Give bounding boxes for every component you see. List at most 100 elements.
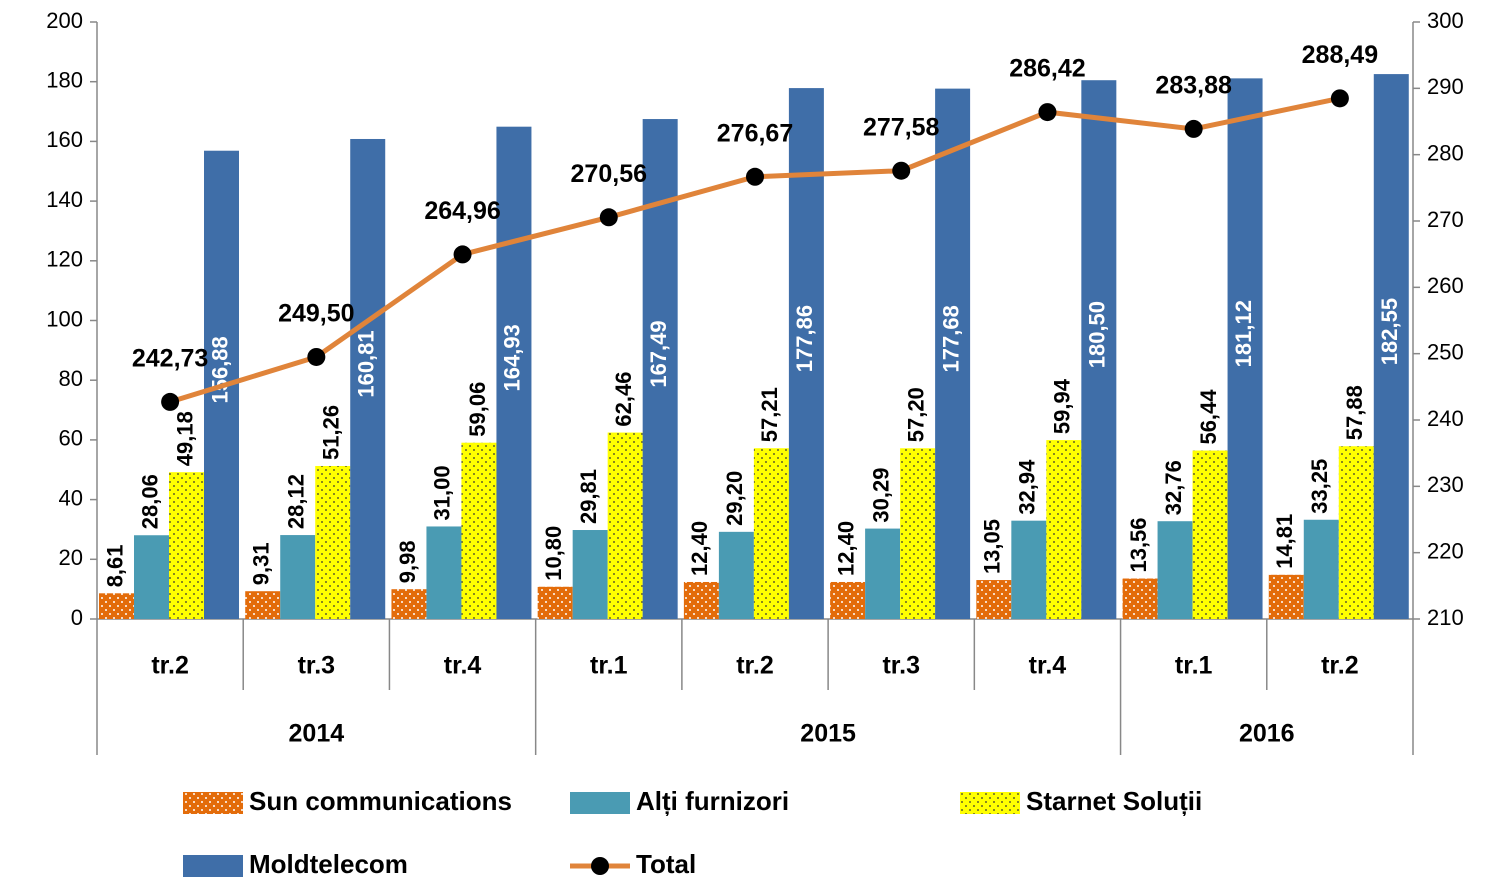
group-label: 2015 [800,720,856,748]
x-tick-label: tr.4 [444,652,482,680]
value-label: 49,18 [172,411,197,466]
y2-tick-label: 300 [1427,8,1464,33]
value-label: 56,44 [1196,389,1221,445]
x-tick-label: tr.2 [1321,652,1359,680]
bar [426,526,462,619]
value-label: 242,73 [132,345,208,373]
value-label: 28,06 [137,474,162,529]
bar [99,593,134,619]
value-label: 32,94 [1015,459,1040,515]
bar [572,530,608,619]
legend-marker [591,857,609,875]
bar [718,531,754,619]
y2-tick-label: 290 [1427,74,1464,99]
legend-label: Starnet Soluții [1026,786,1202,816]
value-label: 277,58 [863,113,940,141]
value-label: 156,88 [207,336,232,403]
y-tick-label: 120 [46,247,83,272]
y2-tick-label: 260 [1427,273,1464,298]
value-label: 14,81 [1272,514,1297,569]
value-label: 57,21 [757,387,782,442]
y-tick-label: 60 [59,426,83,451]
line-marker [1038,103,1057,122]
x-tick-label: tr.1 [590,652,628,680]
value-label: 59,06 [465,382,490,437]
bar [935,88,971,620]
y2-tick-label: 280 [1427,140,1464,165]
bar [1268,574,1304,619]
group-label: 2014 [289,720,345,748]
value-label: 57,20 [903,387,928,442]
value-label: 160,81 [354,330,379,397]
value-label: 29,20 [722,471,747,526]
line-marker [746,167,764,186]
value-label: 177,68 [938,305,963,372]
bar [1081,80,1117,619]
bar [976,580,1012,619]
legend-label: Moldtelecom [249,849,408,879]
bar [607,432,643,619]
bar [350,138,386,619]
line-marker [453,245,472,264]
line-marker [307,347,326,366]
legend-item: Starnet Soluții [960,786,1202,816]
legend-swatch [960,792,1020,814]
value-label: 249,50 [278,300,354,328]
y-tick-label: 80 [59,366,83,391]
y-tick-label: 180 [46,68,83,93]
bar [496,126,532,619]
value-label: 13,05 [980,519,1005,574]
value-label: 51,26 [319,405,344,460]
value-label: 32,76 [1161,460,1186,515]
x-tick-label: tr.2 [151,652,189,680]
line-marker [1330,89,1349,108]
value-label: 182,55 [1377,298,1402,365]
bar [1157,521,1193,619]
value-label: 29,81 [576,469,601,524]
x-tick-label: tr.3 [298,652,336,680]
y-tick-label: 100 [46,306,83,331]
value-label: 288,49 [1302,41,1378,69]
bar [169,472,204,619]
line-marker [1184,119,1203,138]
bar [830,581,866,619]
y-tick-label: 140 [46,187,83,212]
bar [391,589,427,619]
value-label: 13,56 [1126,517,1151,572]
value-label: 181,12 [1231,300,1256,367]
line-marker [599,208,618,227]
value-label: 177,86 [792,305,817,372]
legend-item: Alți furnizori [570,786,789,816]
value-label: 62,46 [611,371,636,426]
value-label: 8,61 [102,544,127,587]
value-label: 30,29 [868,468,893,523]
value-label: 270,56 [571,160,647,188]
x-tick-label: tr.1 [1175,652,1213,680]
legend-item: Total [570,849,696,879]
y-tick-label: 40 [59,485,83,510]
legend-swatch [183,855,243,877]
value-label: 9,98 [395,540,420,583]
legend-swatch [183,792,243,814]
bar [753,448,789,619]
legend-item: Sun communications [183,786,512,816]
y-tick-label: 160 [46,127,83,152]
bar [134,535,169,619]
bar [1303,519,1339,619]
bar [315,465,351,619]
bar [245,591,281,619]
value-label: 286,42 [1009,55,1085,83]
legend-swatch [570,792,630,814]
value-label: 167,49 [646,320,671,387]
y2-tick-label: 210 [1427,605,1464,630]
x-tick-label: tr.2 [736,652,774,680]
bar [461,442,497,619]
value-label: 57,88 [1342,385,1367,440]
line-marker [892,161,911,180]
bar [537,586,573,619]
value-label: 59,94 [1050,378,1075,434]
value-label: 12,40 [687,521,712,576]
y-tick-label: 20 [59,545,83,570]
y2-tick-label: 240 [1427,406,1464,431]
